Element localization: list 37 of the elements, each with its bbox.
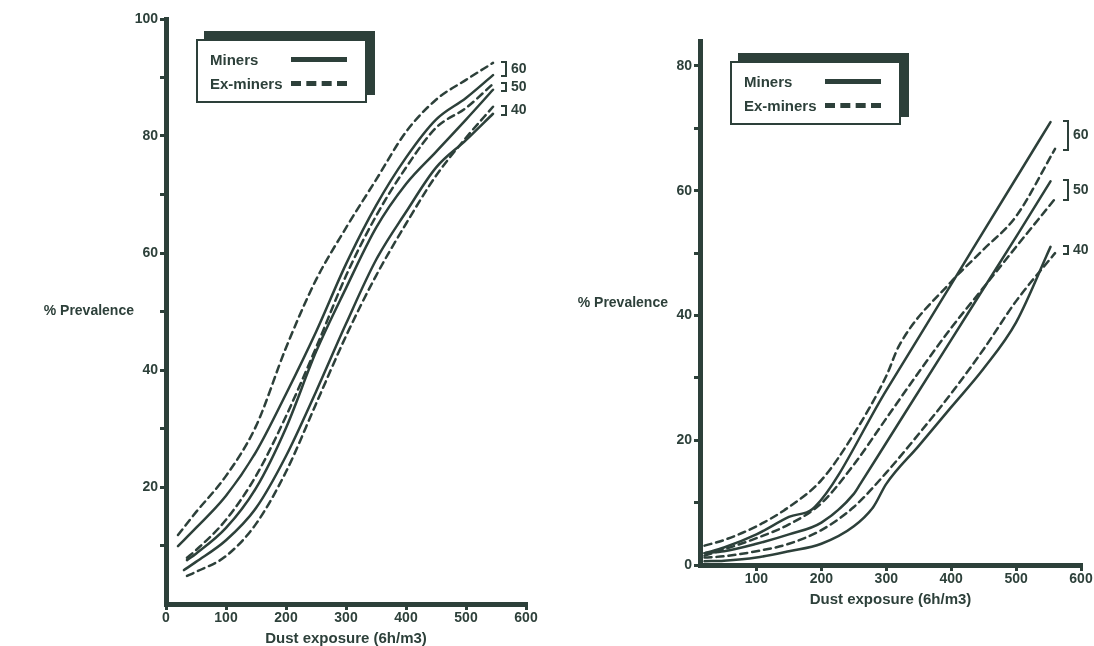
- legend-label: Ex-miners: [210, 74, 283, 92]
- annotation: 40: [1073, 240, 1089, 257]
- x-tick-label: 200: [809, 570, 834, 587]
- legend-label: Miners: [744, 72, 793, 90]
- x-tick-label: 400: [939, 570, 964, 587]
- y-tick-label: 20: [142, 477, 159, 494]
- x-tick-label: 300: [334, 609, 358, 626]
- x-tick-label: 300: [874, 570, 899, 587]
- x-axis-title: Dust exposure (6h/m3): [265, 629, 427, 646]
- y-tick-label: 80: [142, 126, 159, 143]
- x-tick-label: 400: [394, 609, 418, 626]
- y-tick-label: 60: [142, 243, 159, 260]
- x-tick-label: 600: [1069, 570, 1093, 587]
- annotation: 60: [511, 59, 527, 76]
- y-tick-label: 0: [684, 555, 693, 572]
- y-axis-title: % Prevalence: [43, 302, 135, 319]
- x-tick-label: 0: [162, 609, 171, 626]
- legend-label: Ex-miners: [744, 96, 817, 114]
- annotation: 50: [1073, 180, 1089, 197]
- annotation: 40: [511, 101, 527, 118]
- x-tick-label: 500: [1004, 570, 1028, 587]
- y-tick-label: 80: [676, 56, 693, 73]
- y-tick-label: 60: [676, 181, 693, 198]
- y-tick-label: 100: [134, 9, 159, 26]
- x-tick-label: 100: [214, 609, 238, 626]
- y-axis-title: % Prevalence: [577, 293, 669, 310]
- annotation: 50: [511, 77, 527, 94]
- legend-label: Miners: [210, 50, 259, 68]
- annotation: 60: [1073, 126, 1089, 143]
- x-tick-label: 500: [454, 609, 478, 626]
- y-tick-label: 40: [142, 360, 159, 377]
- y-tick-label: 40: [676, 306, 693, 323]
- x-tick-label: 600: [514, 609, 538, 626]
- x-tick-label: 200: [274, 609, 298, 626]
- y-tick-label: 20: [676, 431, 693, 448]
- x-axis-title: Dust exposure (6h/m3): [809, 590, 972, 608]
- x-tick-label: 100: [744, 570, 769, 587]
